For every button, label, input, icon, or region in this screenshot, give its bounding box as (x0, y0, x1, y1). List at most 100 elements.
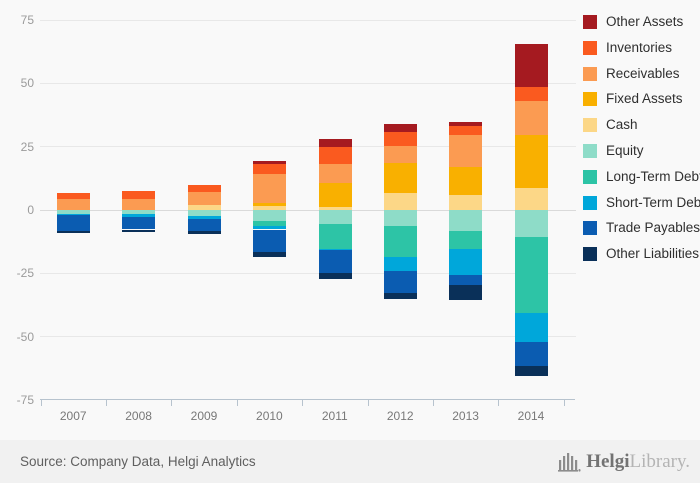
bar-segment-cash (449, 194, 483, 210)
bar-segment-receivables (57, 198, 90, 210)
gridline (40, 272, 576, 274)
bar-segment-long-term-debt (449, 230, 483, 249)
legend-item-fixed-assets: Fixed Assets (583, 92, 700, 107)
bar-segment-receivables (253, 174, 287, 203)
legend-item-equity: Equity (583, 143, 700, 158)
legend-label: Receivables (606, 65, 680, 81)
bar-segment-other-assets (449, 121, 483, 126)
bar-segment-fixed-assets (384, 162, 417, 194)
x-axis-tick (171, 400, 173, 406)
bar-segment-equity (449, 210, 483, 231)
legend-swatch (583, 143, 597, 158)
x-axis-tick (563, 400, 565, 406)
bar-segment-other-liabilities (514, 365, 548, 377)
legend-label: Inventories (606, 39, 673, 55)
bar-segment-receivables (384, 146, 417, 163)
bar-segment-inventories (253, 164, 287, 175)
bar-segment-equity (384, 210, 417, 227)
bar-segment-equity (514, 210, 548, 238)
bar-segment-equity (122, 210, 156, 214)
bar-segment-cash (187, 205, 221, 210)
y-tick-label: 75 (20, 13, 34, 27)
bar-segment-fixed-assets (449, 167, 483, 195)
footer-bar: Source: Company Data, Helgi Analytics He… (0, 440, 700, 483)
legend-swatch (583, 195, 597, 210)
x-axis-tick (302, 400, 304, 406)
bar-segment-short-term-debt (122, 213, 156, 218)
x-axis-tick (236, 400, 238, 406)
legend-item-trade-payables: Trade Payables (583, 220, 700, 236)
bar-segment-trade-payables (318, 250, 352, 273)
bar-segment-inventories (122, 191, 156, 199)
bar-segment-other-liabilities (122, 229, 156, 233)
bar-segment-trade-payables (514, 341, 548, 366)
bar-segment-long-term-debt (318, 223, 352, 249)
bar-segment-trade-payables (187, 219, 221, 231)
bar-segment-other-liabilities (449, 284, 483, 301)
bar-segment-inventories (57, 193, 90, 199)
y-tick-label: -25 (16, 266, 34, 281)
legend-label: Cash (606, 117, 638, 133)
y-tick-label: -50 (16, 329, 34, 344)
y-tick-label: -75 (16, 393, 34, 407)
legend-item-long-term-debt: Long-Term Debt (583, 168, 700, 184)
legend-label: Other Liabilities (606, 246, 700, 262)
bar-segment-equity (187, 210, 221, 217)
bar-segment-other-assets (253, 161, 287, 165)
bar-segment-fixed-assets (318, 182, 352, 207)
legend-label: Long-Term Debt (606, 168, 700, 184)
stacked-bar-chart: 75 50 25 0 -25 -50 -75 2007 2008 2009 2010 2011 201… (16, 13, 700, 423)
bar-segment-other-assets (384, 124, 417, 132)
bar-segment-short-term-debt (514, 312, 548, 342)
legend-item-other-liabilities: Other Liabilities (583, 246, 700, 262)
bar-segment-short-term-debt (318, 248, 352, 251)
bar-segment-cash (253, 205, 287, 210)
legend-swatch (583, 169, 597, 184)
bar-segment-short-term-debt (57, 214, 90, 216)
x-axis-tick (105, 400, 107, 406)
bar-segment-other-liabilities (187, 231, 221, 234)
bar-segment-equity (57, 210, 90, 215)
legend-item-short-term-debt: Short-Term Debt (583, 194, 700, 210)
bar-segment-long-term-debt (253, 221, 287, 227)
y-tick-label: 0 (27, 203, 34, 217)
x-axis-line (40, 399, 575, 400)
x-axis-tick (40, 400, 42, 406)
x-axis-tick (432, 400, 434, 406)
bar-segment-receivables (514, 101, 548, 135)
bar-segment-inventories (318, 147, 352, 164)
plot-area (40, 19, 576, 406)
x-axis-tick (498, 400, 500, 406)
legend-item-other-assets: Other Assets (583, 15, 700, 29)
y-tick-label: 25 (20, 139, 34, 154)
legend-item-receivables: Receivables (583, 65, 700, 81)
gridline (40, 82, 576, 84)
legend: Other Assets Inventories Receivables Fixed … (583, 15, 700, 273)
bar-segment-other-liabilities (57, 230, 90, 233)
bar-segment-other-liabilities (253, 252, 287, 258)
logo-text-library: Library. (629, 451, 691, 472)
bar-segment-short-term-debt (187, 216, 221, 220)
bar-segment-inventories (514, 87, 548, 102)
legend-swatch (583, 40, 597, 55)
source-attribution: Source: Company Data, Helgi Analytics (20, 454, 256, 469)
x-category-label: 2011 (321, 409, 348, 423)
bar-segment-equity (318, 210, 352, 224)
legend-label: Short-Term Debt (606, 194, 700, 210)
x-axis-tick (367, 400, 369, 406)
x-category-label: 2008 (125, 409, 152, 423)
legend-swatch (583, 66, 597, 81)
bar-segment-inventories (449, 125, 483, 136)
zero-gridline (40, 209, 576, 211)
legend-swatch (583, 92, 597, 107)
legend-label: Trade Payables (606, 220, 700, 236)
legend-label: Other Assets (606, 14, 684, 29)
bar-segment-inventories (384, 131, 417, 147)
bar-segment-receivables (122, 198, 156, 210)
bar-segment-trade-payables (449, 274, 483, 285)
bar-segment-inventories (187, 184, 221, 192)
legend-swatch (583, 15, 597, 29)
x-category-label: 2014 (517, 409, 545, 423)
bar-segment-receivables (449, 135, 483, 168)
logo-text-helgi: Helgi (586, 451, 630, 472)
